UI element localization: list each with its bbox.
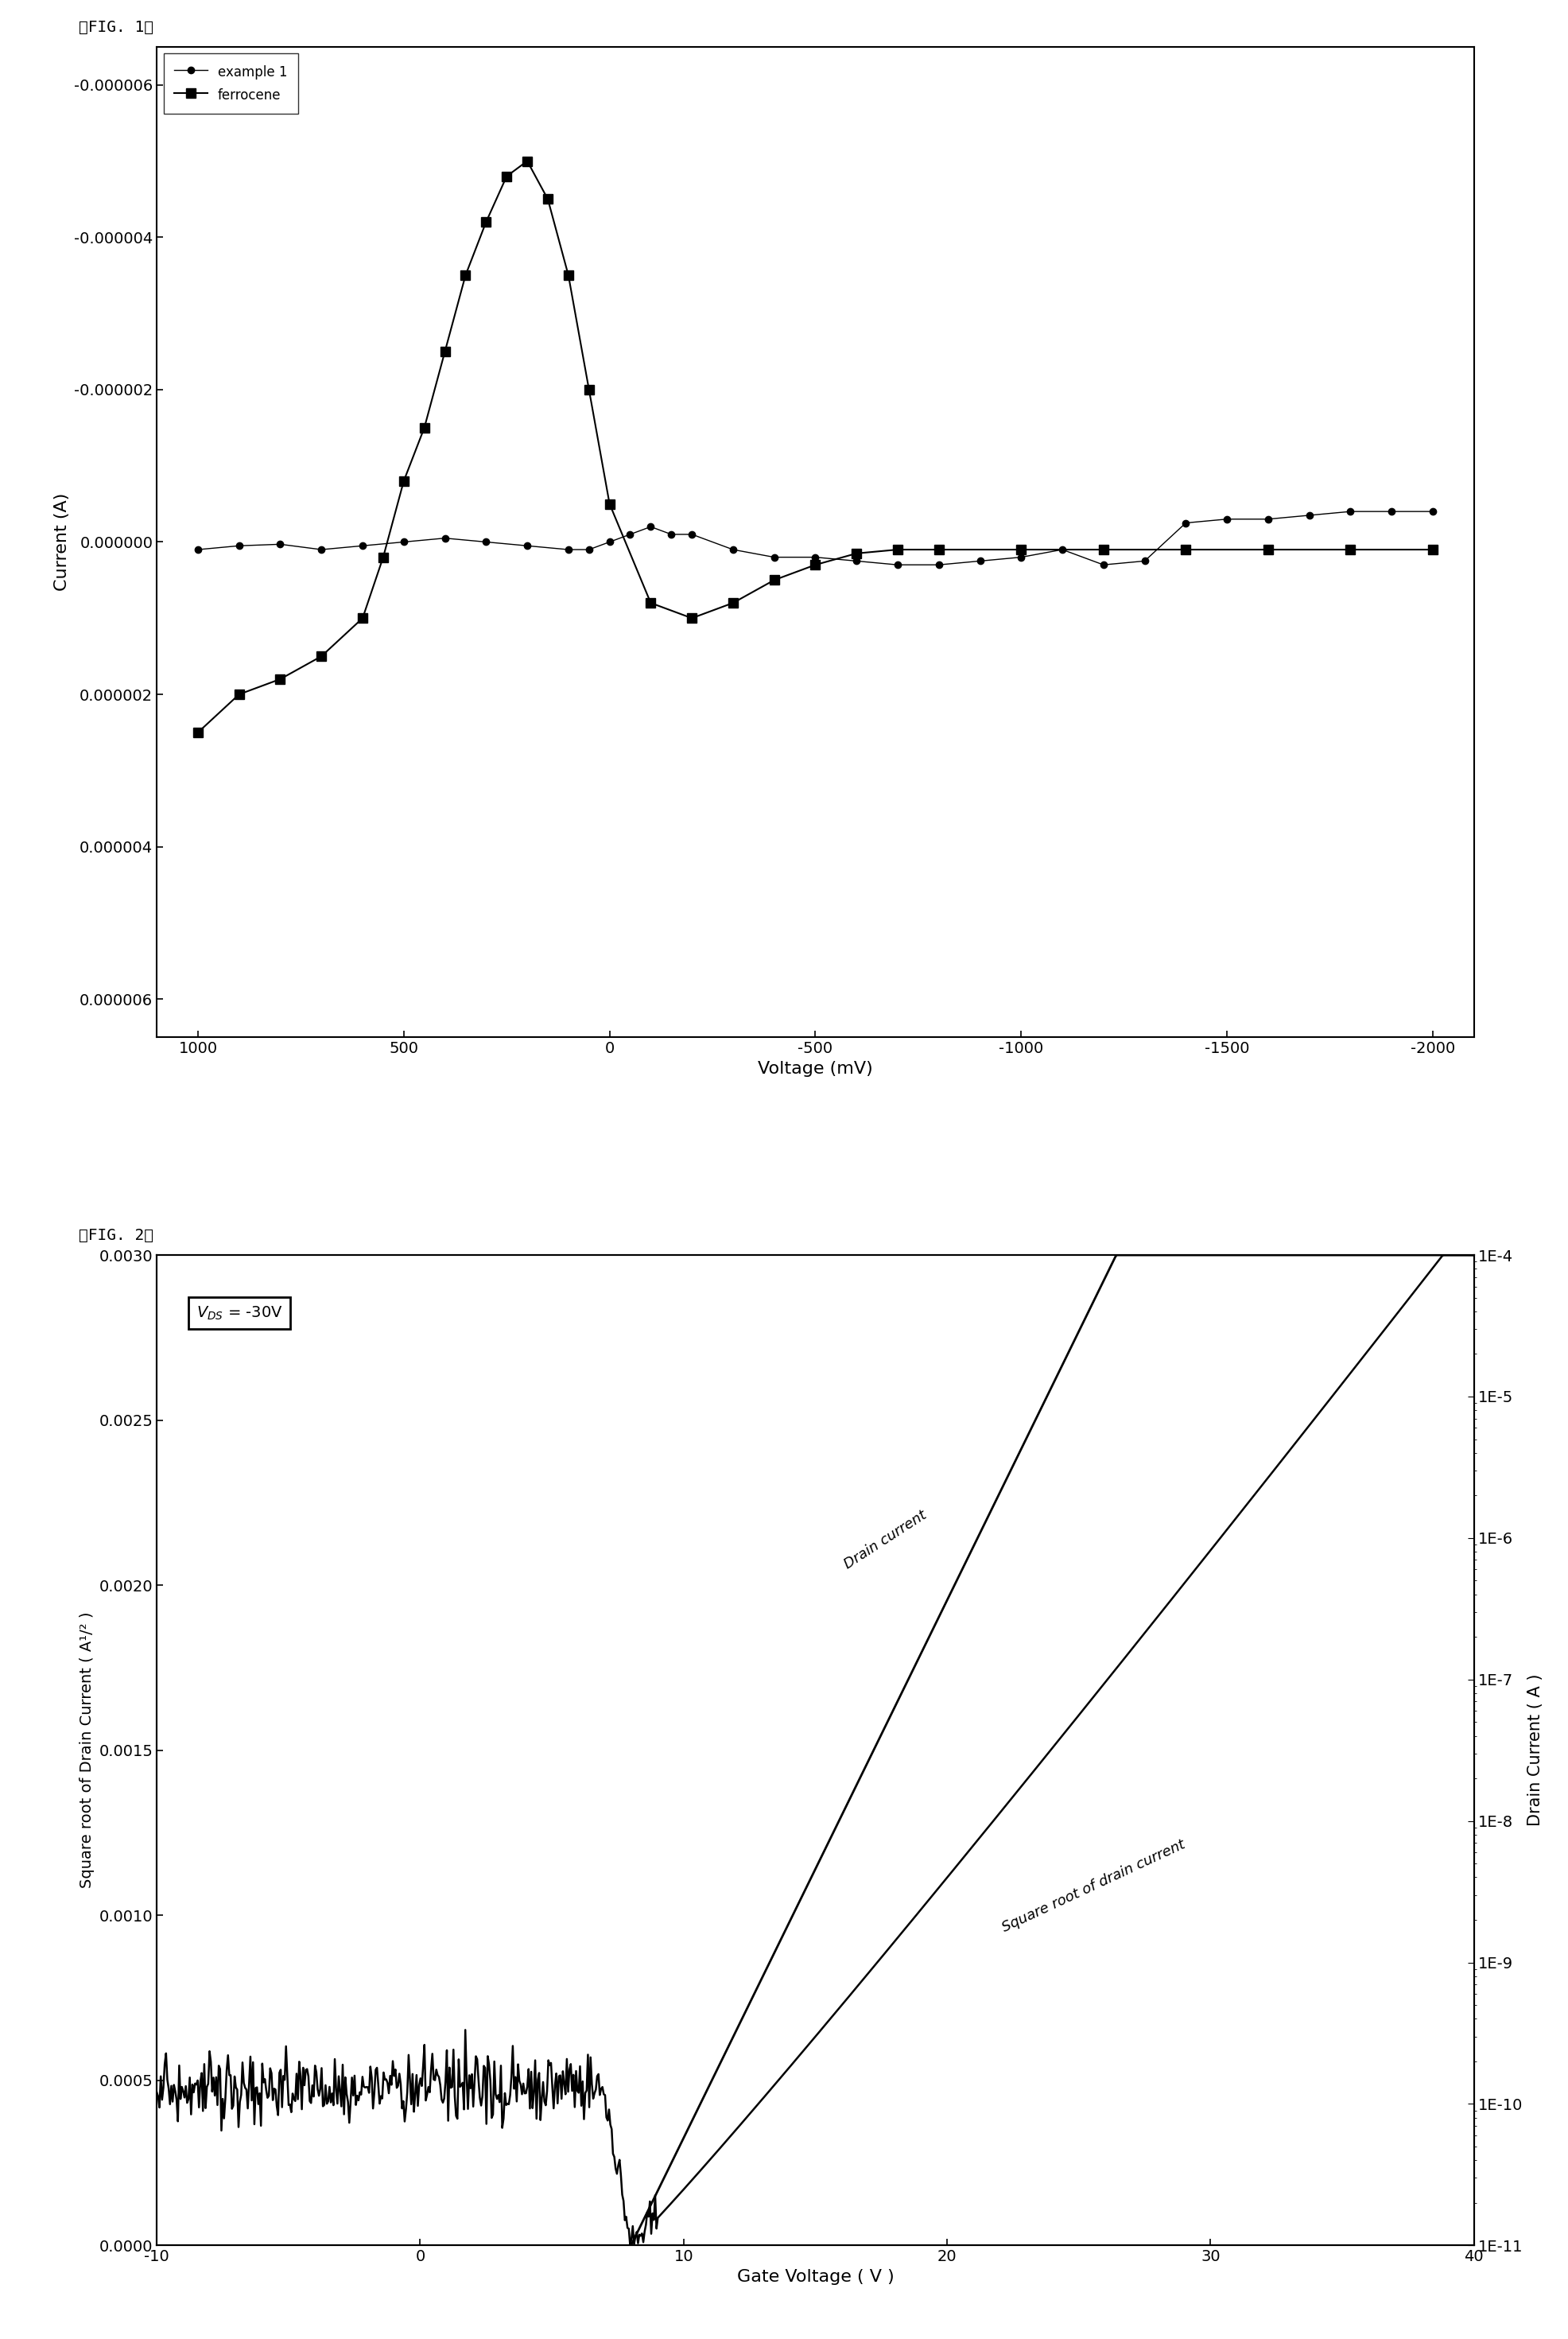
Text: $\mathit{V}_{DS}$ = -30V: $\mathit{V}_{DS}$ = -30V	[196, 1305, 282, 1322]
Text: Drain current: Drain current	[842, 1509, 930, 1572]
ferrocene	[930, 536, 949, 564]
ferrocene	[601, 489, 619, 517]
ferrocene	[188, 718, 207, 746]
example 1	[930, 550, 949, 578]
ferrocene	[416, 414, 434, 442]
example 1	[765, 543, 784, 571]
X-axis label: Voltage (mV): Voltage (mV)	[757, 1060, 873, 1076]
ferrocene	[312, 643, 331, 671]
example 1	[682, 519, 701, 547]
Y-axis label: Square root of Drain Current ( A¹/² ): Square root of Drain Current ( A¹/² )	[80, 1612, 94, 1888]
ferrocene	[436, 337, 455, 365]
example 1	[847, 547, 866, 575]
ferrocene	[497, 161, 516, 189]
example 1	[621, 519, 640, 547]
example 1	[1176, 510, 1195, 538]
ferrocene	[1094, 536, 1113, 564]
example 1	[1054, 536, 1073, 564]
example 1	[971, 547, 989, 575]
ferrocene	[517, 147, 536, 175]
example 1	[517, 531, 536, 559]
ferrocene	[1259, 536, 1278, 564]
example 1	[1300, 501, 1319, 529]
ferrocene	[1011, 536, 1030, 564]
Y-axis label: Drain Current ( A ): Drain Current ( A )	[1527, 1675, 1543, 1827]
example 1	[1094, 550, 1113, 578]
example 1	[601, 529, 619, 557]
X-axis label: Gate Voltage ( V ): Gate Voltage ( V )	[737, 2269, 894, 2285]
example 1	[806, 543, 825, 571]
ferrocene	[1176, 536, 1195, 564]
ferrocene	[456, 262, 475, 290]
ferrocene	[373, 543, 392, 571]
example 1	[641, 512, 660, 540]
ferrocene	[682, 603, 701, 632]
example 1	[1383, 498, 1402, 526]
example 1	[230, 531, 249, 559]
example 1	[580, 536, 599, 564]
example 1	[662, 519, 681, 547]
example 1	[558, 536, 577, 564]
example 1	[1135, 547, 1154, 575]
example 1	[1424, 498, 1443, 526]
ferrocene	[887, 536, 906, 564]
ferrocene	[538, 185, 557, 213]
ferrocene	[641, 589, 660, 617]
ferrocene	[723, 589, 743, 617]
Y-axis label: Current (A): Current (A)	[53, 494, 69, 592]
ferrocene	[847, 540, 866, 568]
ferrocene	[558, 262, 577, 290]
example 1	[1259, 505, 1278, 533]
example 1	[1341, 498, 1359, 526]
Line: ferrocene: ferrocene	[193, 157, 1438, 737]
ferrocene	[765, 566, 784, 594]
ferrocene	[271, 664, 290, 692]
example 1	[1217, 505, 1236, 533]
Text: 』FIG. 2『: 』FIG. 2『	[78, 1228, 154, 1244]
Text: 』FIG. 1『: 』FIG. 1『	[78, 21, 154, 35]
example 1	[188, 536, 207, 564]
example 1	[723, 536, 743, 564]
example 1	[477, 529, 495, 557]
example 1	[271, 531, 290, 559]
ferrocene	[395, 468, 414, 496]
ferrocene	[1341, 536, 1359, 564]
ferrocene	[580, 377, 599, 405]
example 1	[312, 536, 331, 564]
example 1	[353, 531, 372, 559]
ferrocene	[353, 603, 372, 632]
example 1	[887, 550, 906, 578]
Line: example 1: example 1	[194, 508, 1436, 568]
Text: Square root of drain current: Square root of drain current	[1000, 1838, 1187, 1934]
example 1	[395, 529, 414, 557]
example 1	[436, 524, 455, 552]
ferrocene	[230, 681, 249, 709]
ferrocene	[806, 550, 825, 578]
example 1	[1011, 543, 1030, 571]
ferrocene	[477, 208, 495, 236]
ferrocene	[1424, 536, 1443, 564]
Legend: example 1, ferrocene: example 1, ferrocene	[163, 54, 298, 115]
